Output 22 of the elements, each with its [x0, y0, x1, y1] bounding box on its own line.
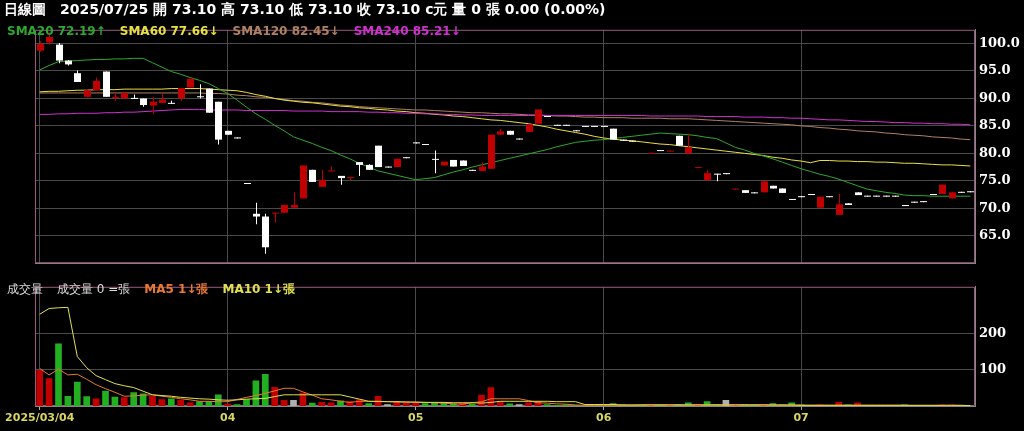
y-tick-label: 65.0 — [979, 227, 1011, 243]
chart-subtitle: 2025/07/25 開 73.10 高 73.10 低 73.10 收 73.10 c元 量 0 張 0.00 (0.00%) — [60, 1, 606, 17]
text: MA10 1↓張 — [222, 282, 296, 296]
x-tick-label: 06 — [596, 411, 612, 425]
y-tick-label: 200 — [979, 325, 1007, 341]
text: MA5 1↓張 — [144, 282, 209, 296]
y-tick-label: 75.0 — [979, 172, 1011, 188]
x-tick-label: 07 — [793, 411, 809, 425]
y-tick-label: 90.0 — [979, 89, 1011, 105]
x-tick-label: 2025/03/04 — [5, 411, 75, 425]
text: SMA60 77.66↓ — [119, 24, 219, 38]
y-tick-label: 100.0 — [979, 34, 1020, 50]
chart-title: 成交量 — [7, 282, 43, 296]
y-tick-label: 85.0 — [979, 117, 1011, 133]
x-tick-label: 05 — [408, 411, 424, 425]
y-tick-label: 80.0 — [979, 144, 1011, 160]
y-tick-label: 70.0 — [979, 199, 1011, 215]
annotation: 成交量 0 =張 — [57, 282, 131, 296]
chart-title: 日線圖 — [4, 1, 46, 17]
y-tick-label: 100 — [979, 361, 1007, 377]
y-tick-label: 95.0 — [979, 62, 1011, 78]
x-tick-label: 04 — [220, 411, 236, 425]
